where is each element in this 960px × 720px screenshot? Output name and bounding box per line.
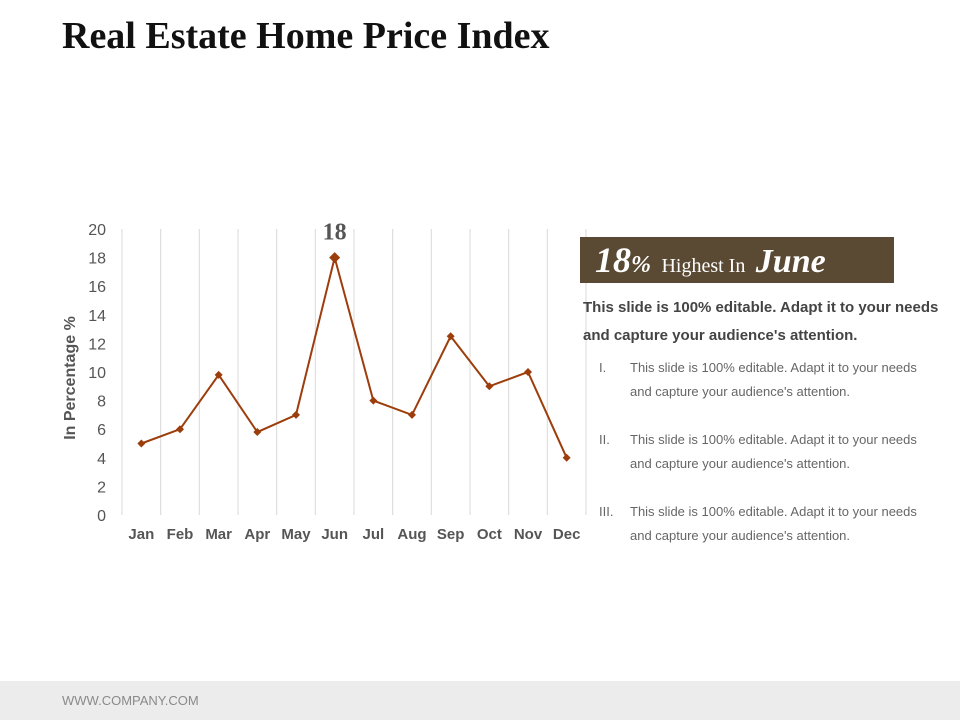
footer-bar: WWW.COMPANY.COM [0, 681, 960, 720]
numbered-list: I. This slide is 100% editable. Adapt it… [599, 356, 919, 572]
y-tick-label: 6 [97, 422, 106, 439]
x-axis-ticks: Jan Feb Mar Apr May Jun Jul Aug Sep Oct Nov Dec [128, 526, 580, 543]
data-point-sep [446, 332, 455, 341]
data-point-mar [214, 370, 223, 379]
callout-text: Highest In [661, 255, 746, 277]
data-point-jul [369, 396, 378, 405]
y-tick-label: 16 [88, 279, 106, 296]
y-tick-label: 20 [88, 222, 106, 239]
y-tick-label: 12 [88, 336, 106, 353]
list-numeral: I. [599, 360, 607, 375]
list-item: I. This slide is 100% editable. Adapt it… [599, 356, 919, 404]
data-point-oct [485, 382, 494, 391]
x-tick-label: Sep [437, 526, 465, 543]
highlight-callout: 18% Highest In June [580, 237, 894, 283]
list-item-text: This slide is 100% editable. Adapt it to… [630, 360, 917, 399]
line-chart: 0 2 4 6 8 10 12 14 16 18 20 Jan Feb Mar Apr May Jun Jul A… [62, 220, 587, 543]
page-title: Real Estate Home Price Index [62, 15, 550, 57]
footer-url: WWW.COMPANY.COM [62, 693, 199, 708]
x-tick-label: Nov [514, 526, 543, 543]
x-tick-label: Aug [397, 526, 426, 543]
list-numeral: III. [599, 504, 614, 519]
list-numeral: II. [599, 432, 610, 447]
y-tick-label: 2 [97, 479, 106, 496]
callout-percent: 18 [595, 240, 631, 280]
y-tick-label: 10 [88, 365, 106, 382]
y-tick-label: 14 [88, 308, 106, 325]
y-tick-label: 18 [88, 251, 106, 268]
data-labels: 18 [323, 220, 347, 246]
x-tick-label: Dec [553, 526, 581, 543]
callout-percent-sign: % [631, 252, 651, 278]
x-tick-label: Feb [167, 526, 194, 543]
data-point-jun [329, 252, 341, 264]
data-point-aug [408, 410, 416, 419]
list-item: III. This slide is 100% editable. Adapt … [599, 500, 919, 548]
y-axis-ticks: 0 2 4 6 8 10 12 14 16 18 20 [88, 222, 106, 525]
x-tick-label: May [281, 526, 311, 543]
x-tick-label: Jun [321, 526, 348, 543]
callout-month: June [755, 243, 826, 280]
y-tick-label: 4 [97, 451, 106, 468]
data-point-dec [562, 453, 571, 462]
chart-gridlines [121, 229, 587, 515]
data-point-apr [253, 428, 262, 437]
data-point-nov [524, 368, 532, 376]
series-markers [137, 252, 571, 462]
list-item-text: This slide is 100% editable. Adapt it to… [630, 432, 917, 471]
lead-paragraph: This slide is 100% editable. Adapt it to… [583, 299, 939, 344]
data-point-may [292, 410, 300, 419]
x-tick-label: Oct [477, 526, 502, 543]
y-tick-label: 0 [97, 508, 106, 525]
y-axis-title: In Percentage % [62, 316, 79, 440]
series-line [140, 257, 568, 459]
list-item: II. This slide is 100% editable. Adapt i… [599, 428, 919, 476]
x-tick-label: Mar [205, 526, 232, 543]
x-tick-label: Apr [244, 526, 270, 543]
list-item-text: This slide is 100% editable. Adapt it to… [630, 504, 917, 543]
x-tick-label: Jul [362, 526, 384, 543]
data-point-jan [137, 439, 146, 448]
data-point-feb [176, 425, 184, 434]
data-label-jun: 18 [323, 220, 347, 246]
y-tick-label: 8 [97, 394, 106, 411]
x-tick-label: Jan [128, 526, 154, 543]
